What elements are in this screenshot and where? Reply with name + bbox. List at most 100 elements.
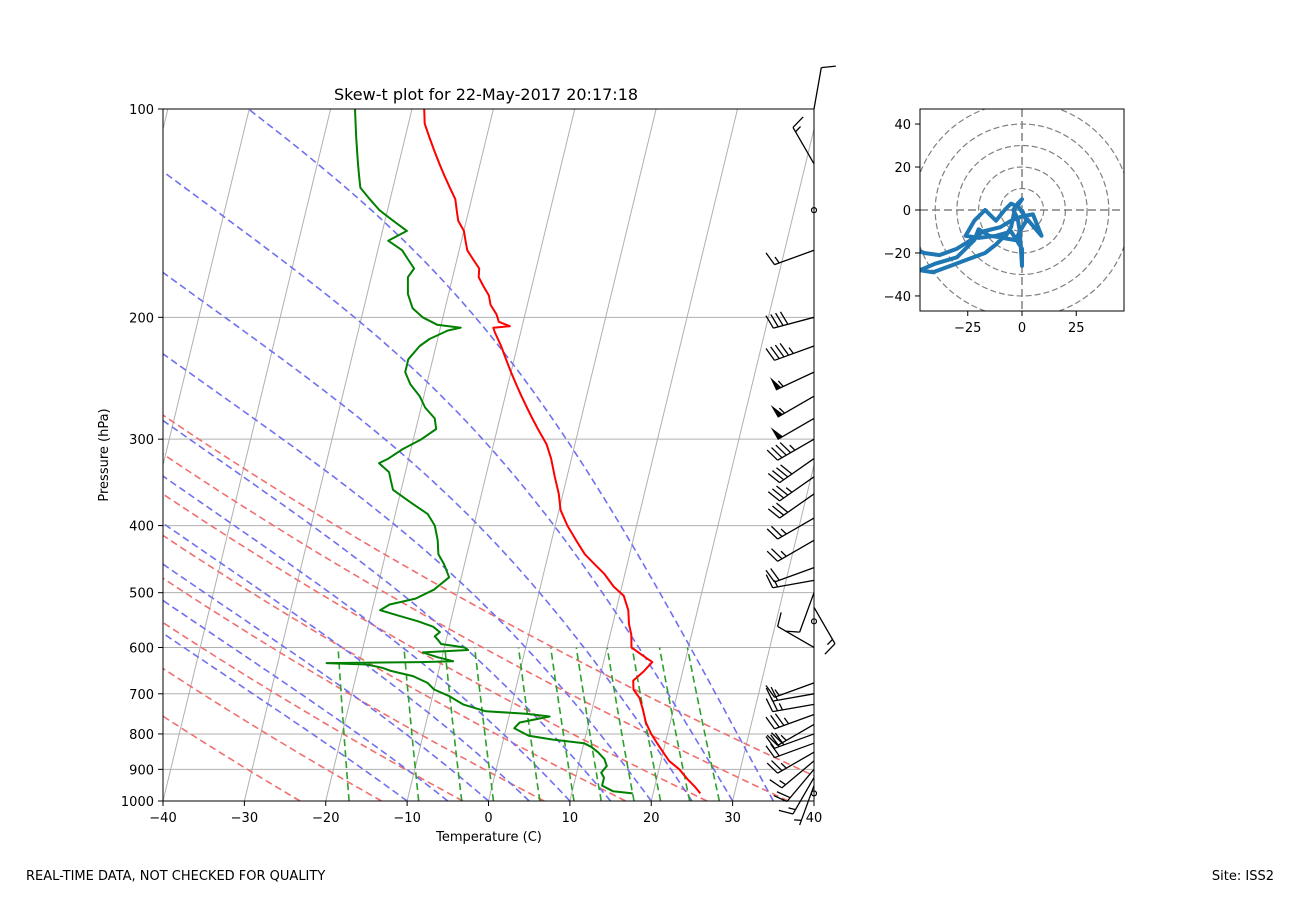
hodo-y-tick-label: −20 [884, 247, 911, 262]
isotherm-10 [569, 109, 738, 801]
barb-full [792, 116, 804, 128]
barb-half [780, 528, 787, 535]
barb-shaft [813, 67, 822, 110]
barb-full [776, 791, 791, 799]
barb-shaft [777, 539, 815, 562]
dewpoint-trace [325, 109, 633, 795]
wind-barb [765, 567, 815, 583]
barb-full [776, 612, 782, 627]
barb-half [780, 550, 787, 557]
barb-full [776, 502, 789, 513]
wind-barb [765, 249, 815, 266]
barb-half [788, 807, 796, 811]
y-tick-label: 400 [129, 520, 154, 535]
barb-full [774, 344, 785, 358]
barb-full [775, 444, 787, 456]
barb-shaft [792, 127, 815, 165]
skewt-data-layer [325, 109, 702, 795]
wind-barbs [765, 65, 836, 826]
skewt-frame [162, 108, 815, 802]
moist-adiabat-0 [163, 563, 490, 801]
moist-adiabat--10 [163, 632, 408, 801]
isotherm-20 [650, 127, 814, 801]
mixing-ratio-20 [658, 647, 691, 801]
barb-shaft [777, 517, 815, 540]
barb-full [767, 472, 781, 484]
barb-flag [770, 377, 782, 390]
barb-full [770, 715, 780, 728]
isotherm--20 [325, 109, 494, 801]
barb-full [766, 734, 779, 746]
barb-full [765, 716, 776, 730]
dry-adiabat-310 [163, 453, 789, 801]
barb-full [765, 745, 776, 758]
barb-half [778, 703, 784, 711]
barb-full [766, 449, 779, 461]
mixing-ratio-8 [549, 647, 575, 801]
barb-full [766, 762, 779, 774]
y-tick-label: 200 [129, 311, 154, 326]
hodo-y-tick-label: 40 [894, 118, 911, 133]
dry-adiabat-260 [163, 667, 382, 801]
barb-shaft [774, 682, 815, 698]
y-tick-label: 500 [129, 587, 154, 602]
barb-half [795, 126, 802, 133]
barb-shaft [779, 476, 815, 502]
barb-shaft [799, 785, 815, 826]
barb-full [771, 470, 785, 481]
moist-adiabat--5 [163, 599, 449, 801]
barb-full [771, 505, 785, 516]
barb-shaft [777, 395, 815, 418]
mixing-ratio-10 [575, 647, 602, 801]
barb-shaft [774, 567, 815, 583]
barb-full [771, 447, 783, 459]
dry-adiabat-270 [163, 621, 464, 801]
hodo-x-tick-label: 0 [1018, 321, 1026, 336]
isotherm--50 [163, 109, 250, 468]
barb-half [780, 762, 787, 769]
y-tick-label: 800 [129, 728, 154, 743]
barb-full [765, 569, 776, 583]
barb-full [765, 687, 774, 702]
mixing-ratio-1 [337, 647, 350, 801]
wind-barb [794, 785, 815, 826]
barb-half [774, 256, 780, 264]
x-tick-label: 20 [643, 811, 660, 826]
y-tick-label: 1000 [121, 795, 154, 810]
wind-barb [766, 723, 815, 746]
barb-shaft [779, 458, 815, 484]
wind-barb [770, 417, 815, 440]
x-tick-label: 30 [724, 811, 741, 826]
barb-half [788, 347, 794, 354]
barb-full [765, 685, 776, 698]
mixing-ratio-3 [444, 647, 463, 801]
barb-half [779, 780, 787, 786]
moist-adiabat-10 [163, 475, 571, 801]
barb-full [774, 713, 785, 726]
x-tick-label: −40 [149, 811, 176, 826]
barb-shaft [774, 742, 815, 759]
barb-full [776, 467, 789, 478]
mixing-ratio-2 [403, 647, 420, 801]
hodo-y-tick-label: 20 [894, 161, 911, 176]
dry-adiabat-320 [163, 414, 814, 777]
barb-shaft [781, 760, 815, 789]
mixing-ratio-4 [473, 647, 495, 801]
hodo-x-tick-label: 25 [1068, 321, 1085, 336]
wind-barb [765, 713, 815, 730]
y-axis-label: Pressure (hPa) [97, 408, 112, 501]
barb-full [773, 794, 788, 803]
skewt-plot-area [162, 108, 815, 802]
y-tick-label: 100 [129, 103, 154, 118]
wind-barb [767, 458, 815, 484]
wind-barb [785, 592, 815, 633]
wind-barb [765, 311, 815, 329]
x-tick-label: −20 [312, 811, 339, 826]
wind-barb [765, 742, 815, 759]
barb-full [767, 491, 781, 502]
dry-adiabat-290 [163, 534, 626, 801]
wind-barb [766, 751, 815, 774]
barb-full [780, 464, 793, 475]
barb-shaft [779, 493, 815, 519]
